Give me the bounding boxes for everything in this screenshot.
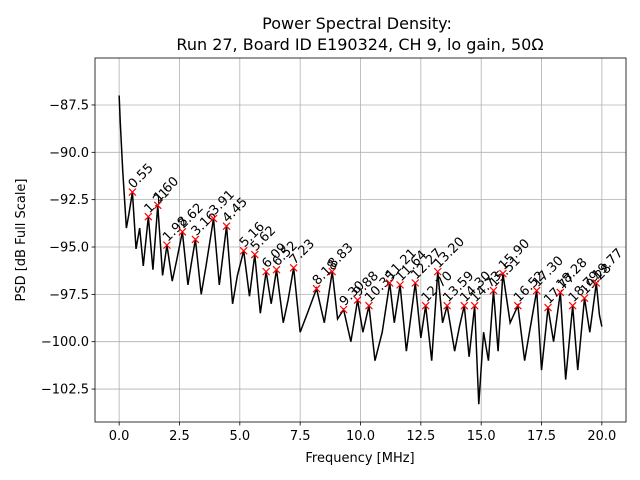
y-tick-label: −102.5	[41, 383, 89, 398]
peak-marker	[443, 301, 452, 310]
peak-marker	[460, 301, 469, 310]
peak-marker	[339, 305, 348, 314]
peak-marker	[328, 267, 337, 276]
y-tick-label: −100.0	[41, 335, 89, 350]
peak-marker	[411, 279, 420, 287]
peak-marker	[532, 286, 541, 295]
peak-marker	[513, 301, 522, 310]
peak-marker	[209, 214, 218, 223]
peak-marker	[568, 301, 577, 310]
peak-marker	[580, 294, 589, 303]
peak-marker	[353, 296, 362, 304]
chart-title-line: Run 27, Board ID E190324, CH 9, lo gain,…	[176, 35, 543, 54]
peak-marker	[544, 303, 552, 312]
x-tick-label: 10.0	[346, 429, 375, 444]
peak-marker	[592, 279, 601, 287]
psd-line	[118, 95, 603, 405]
peak-marker	[312, 284, 321, 293]
x-tick-label: 7.5	[290, 429, 311, 444]
y-tick-label: −95.0	[49, 241, 89, 256]
peak-marker	[178, 227, 187, 236]
y-tick-label: −87.5	[49, 98, 89, 113]
peak-marker	[396, 280, 405, 289]
peak-marker	[289, 263, 298, 272]
peak-marker	[239, 246, 248, 255]
x-tick-label: 20.0	[587, 429, 616, 444]
y-tick-label: −92.5	[49, 193, 89, 208]
y-tick-label: −90.0	[49, 146, 89, 161]
x-tick-label: 17.5	[527, 429, 556, 444]
peak-marker	[421, 301, 430, 310]
peak-marker	[128, 188, 137, 197]
peak-marker	[470, 301, 479, 310]
peak-marker	[272, 265, 281, 274]
peak-marker	[163, 241, 171, 250]
peak-marker	[250, 250, 259, 259]
peak-marker	[433, 267, 442, 276]
x-tick-label: 15.0	[467, 429, 496, 444]
x-tick-label: 5.0	[229, 429, 250, 444]
peak-marker	[191, 235, 200, 244]
peak-marker	[262, 267, 271, 276]
chart-title-line: Power Spectral Density:	[262, 14, 452, 33]
x-tick-label: 12.5	[406, 429, 435, 444]
y-tick-label: −97.5	[49, 288, 89, 303]
peak-marker	[144, 212, 153, 221]
peak-marker	[385, 279, 394, 287]
peak-marker	[153, 201, 162, 210]
peak-marker	[222, 222, 231, 231]
x-axis-label: Frequency [MHz]	[305, 451, 414, 466]
peak-marker	[556, 288, 565, 297]
x-tick-label: 0.0	[109, 429, 130, 444]
peak-marker	[489, 286, 498, 295]
y-axis-label: PSD [dB Full Scale]	[14, 178, 29, 301]
plot-frame	[94, 57, 627, 423]
peak-marker	[498, 269, 507, 278]
peak-marker	[365, 301, 373, 310]
x-tick-label: 2.5	[169, 429, 190, 444]
